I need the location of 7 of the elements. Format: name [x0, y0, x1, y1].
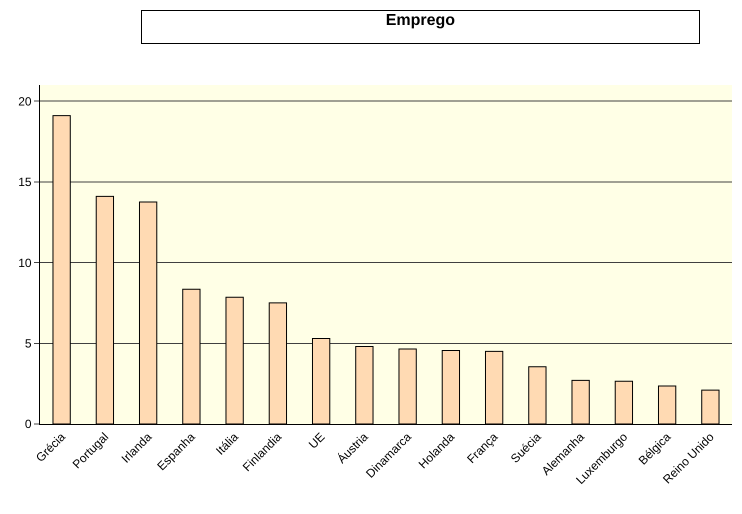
y-tick-label: 5 — [24, 336, 32, 350]
y-tick-label: 0 — [24, 417, 32, 432]
y-tick-label: 20 — [18, 94, 32, 108]
y-tick-label: 15 — [18, 175, 32, 190]
y-tick-label: 10 — [18, 256, 32, 270]
chart-title: Emprego — [386, 12, 456, 29]
x-tick-label: UE — [306, 430, 328, 452]
